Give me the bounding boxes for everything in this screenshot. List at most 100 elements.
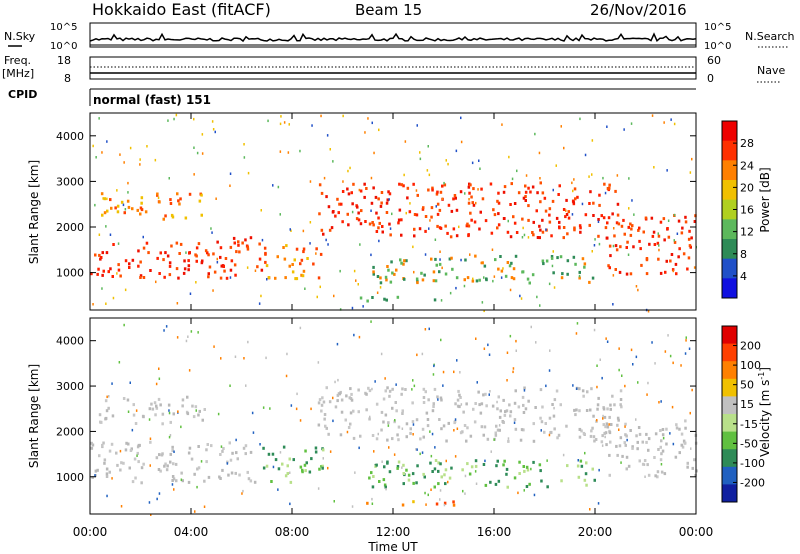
range-cell: [198, 199, 202, 203]
range-cell: [200, 193, 203, 197]
range-cell: [617, 222, 621, 226]
range-cell: [388, 446, 390, 449]
range-cell: [542, 262, 545, 266]
range-cell: [299, 149, 301, 153]
range-cell: [412, 245, 414, 249]
range-cell: [598, 242, 601, 246]
range-cell: [357, 388, 360, 392]
range-cell: [136, 454, 138, 457]
range-cell: [347, 169, 349, 173]
range-cell: [213, 270, 217, 274]
range-cell: [405, 211, 407, 215]
range-cell: [438, 262, 442, 266]
range-cell: [590, 387, 593, 391]
range-cell: [433, 298, 437, 302]
range-cell: [139, 158, 141, 161]
range-cell: [277, 185, 280, 189]
range-cell: [142, 235, 144, 239]
range-cell: [604, 435, 606, 439]
range-cell: [187, 451, 191, 455]
range-cell: [205, 460, 208, 464]
range-cell: [161, 412, 165, 416]
range-cell: [545, 228, 547, 231]
range-cell: [523, 386, 526, 390]
range-cell: [163, 464, 166, 468]
range-cell: [512, 267, 516, 271]
range-cell: [591, 173, 593, 176]
range-cell: [473, 420, 477, 424]
range-cell: [366, 299, 369, 303]
range-cell: [620, 405, 623, 409]
range-cell: [375, 211, 378, 215]
range-cell: [106, 494, 108, 498]
range-cell: [424, 215, 428, 218]
range-cell: [99, 257, 102, 261]
range-cell: [608, 415, 611, 419]
range-cell: [484, 483, 488, 487]
range-cell: [157, 397, 161, 401]
range-cell: [379, 286, 382, 289]
range-cell: [494, 258, 497, 262]
range-cell: [176, 302, 179, 305]
range-cell: [381, 225, 384, 228]
range-cell: [480, 187, 483, 191]
range-cell: [106, 395, 108, 399]
range-cell: [539, 388, 543, 392]
range-cell: [395, 268, 398, 272]
range-cell: [107, 270, 110, 274]
range-cell: [409, 202, 411, 205]
range-cell: [421, 352, 424, 356]
range-cell: [194, 405, 198, 409]
range-cell: [401, 503, 405, 507]
range-cell: [155, 280, 157, 284]
range-cell: [241, 241, 244, 245]
range-cell: [452, 227, 456, 231]
range-cell: [490, 231, 494, 235]
range-cell: [528, 281, 531, 285]
range-cell: [168, 264, 172, 268]
nave-tick-bottom: 0: [707, 72, 714, 85]
range-cell: [350, 392, 353, 396]
range-cell: [256, 265, 259, 269]
range-cell: [525, 174, 528, 177]
range-cell: [322, 400, 326, 404]
range-cell: [337, 211, 340, 215]
range-cell: [591, 426, 594, 430]
range-cell: [513, 418, 517, 422]
range-cell: [513, 421, 516, 424]
range-cell: [340, 202, 343, 206]
range-cell: [593, 478, 596, 482]
y-tick-label: 4000: [56, 335, 84, 348]
range-cell: [310, 457, 313, 461]
range-cell: [578, 224, 582, 228]
range-cell: [616, 453, 619, 457]
range-cell: [404, 388, 407, 391]
range-cell: [583, 265, 586, 269]
range-cell: [350, 191, 353, 195]
range-cell: [475, 337, 477, 340]
range-cell: [127, 410, 130, 413]
range-cell: [427, 145, 429, 148]
range-cell: [127, 191, 129, 194]
range-cell: [492, 279, 494, 283]
range-cell: [193, 173, 195, 176]
range-cell: [270, 480, 273, 483]
range-cell: [422, 472, 425, 476]
range-cell: [434, 238, 437, 241]
range-cell: [544, 422, 547, 425]
range-cell: [190, 457, 194, 461]
range-cell: [100, 420, 103, 424]
range-cell: [128, 266, 131, 269]
nsky-panel: N.Sky 10^5 10^0 10^5 10^0 N.Search: [4, 22, 795, 52]
range-cell: [504, 274, 508, 278]
range-cell: [330, 226, 334, 230]
range-cell: [180, 471, 183, 475]
range-cell: [543, 430, 546, 434]
range-cell: [405, 422, 409, 426]
range-cell: [470, 465, 474, 469]
range-cell: [136, 451, 139, 455]
range-cell: [150, 513, 152, 516]
range-cell: [574, 413, 577, 417]
range-cell: [470, 195, 473, 199]
range-cell: [424, 229, 427, 233]
